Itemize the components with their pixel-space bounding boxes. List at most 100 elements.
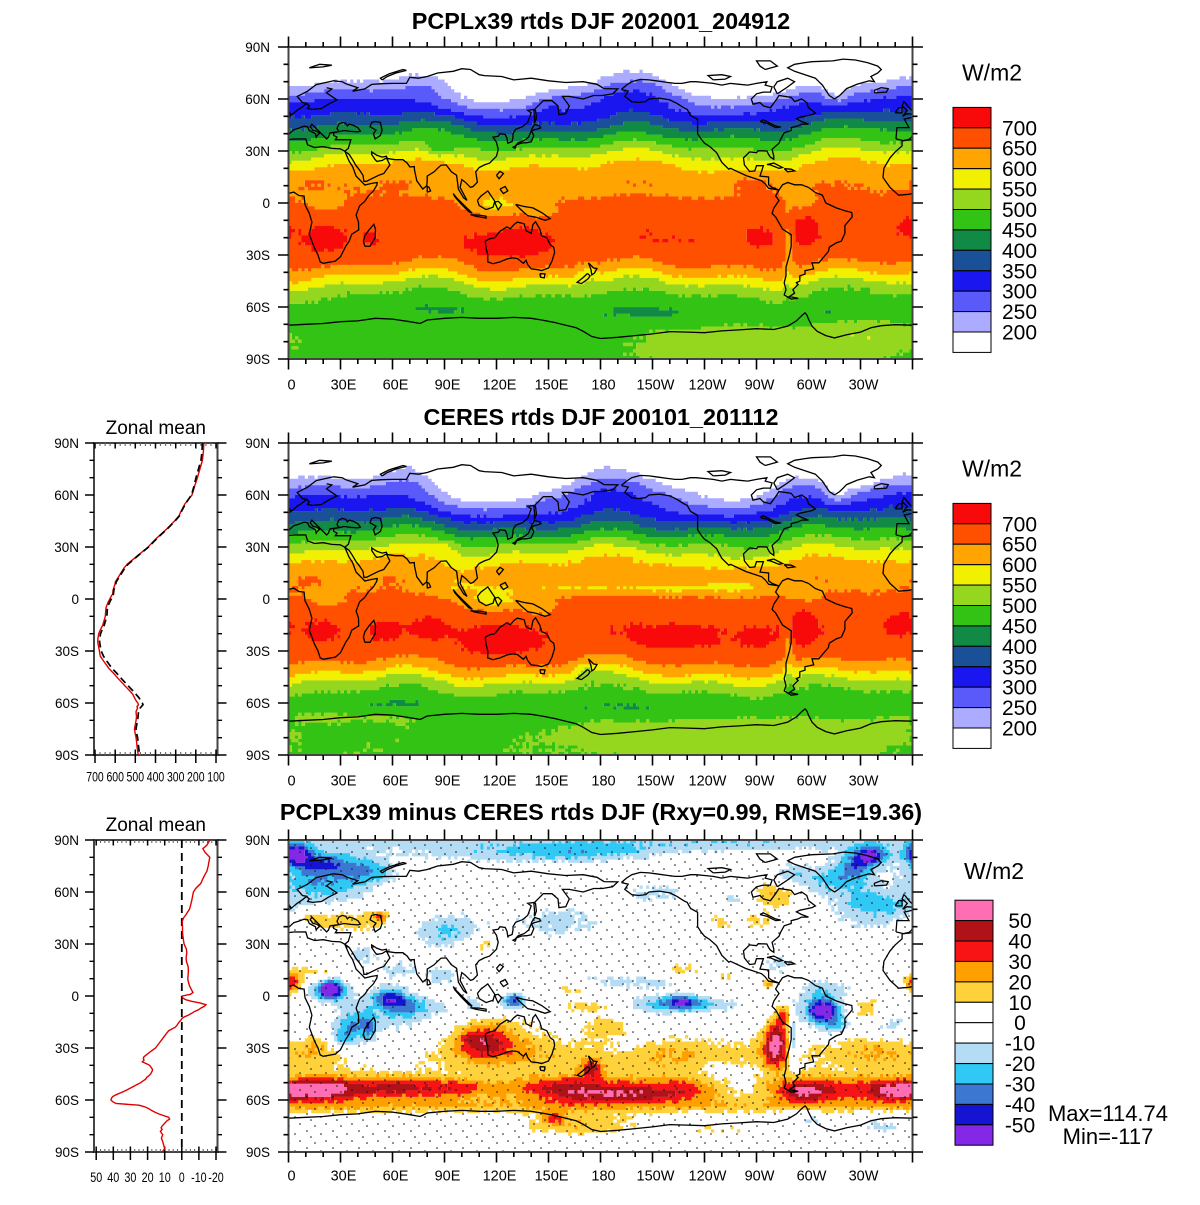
svg-text:-20: -20 [208,1169,224,1185]
svg-text:250: 250 [1002,301,1037,324]
svg-text:30S: 30S [246,248,270,263]
svg-text:250: 250 [1002,697,1037,720]
svg-text:0: 0 [262,592,270,607]
svg-text:-50: -50 [1005,1114,1035,1137]
svg-text:0: 0 [179,1169,185,1185]
svg-text:20: 20 [142,1169,154,1185]
svg-text:90S: 90S [55,1145,79,1160]
svg-text:60S: 60S [246,696,270,711]
svg-text:90E: 90E [435,1169,461,1185]
svg-text:-40: -40 [1005,1094,1035,1117]
svg-text:-10: -10 [1005,1033,1035,1056]
svg-text:650: 650 [1002,534,1037,557]
svg-text:120E: 120E [483,1169,517,1185]
svg-text:10: 10 [159,1169,171,1185]
svg-text:60S: 60S [55,1093,79,1108]
svg-text:50: 50 [1008,910,1031,933]
svg-text:120W: 120W [689,774,727,790]
svg-text:400: 400 [1002,240,1037,263]
svg-text:90N: 90N [54,833,79,848]
svg-text:150W: 150W [637,1169,675,1185]
svg-text:700: 700 [86,769,104,785]
svg-text:60N: 60N [245,92,270,107]
svg-text:90E: 90E [435,774,461,790]
svg-text:PCPLx39 minus CERES rtds DJF (: PCPLx39 minus CERES rtds DJF (Rxy=0.99, … [280,799,922,825]
svg-text:90W: 90W [745,774,775,790]
svg-text:650: 650 [1002,138,1037,161]
svg-text:150E: 150E [535,1169,569,1185]
svg-text:30: 30 [124,1169,136,1185]
svg-text:60S: 60S [246,1093,270,1108]
svg-text:30N: 30N [245,144,270,159]
svg-text:150E: 150E [535,774,569,790]
svg-text:500: 500 [127,769,145,785]
svg-text:30N: 30N [245,540,270,555]
svg-text:600: 600 [106,769,124,785]
svg-text:90W: 90W [745,1169,775,1185]
svg-text:120W: 120W [689,1169,727,1185]
svg-text:150W: 150W [637,774,675,790]
svg-text:PCPLx39 rtds DJF 202001_204912: PCPLx39 rtds DJF 202001_204912 [412,8,790,34]
svg-text:20: 20 [1008,971,1031,994]
svg-text:60W: 60W [797,378,827,394]
svg-text:30N: 30N [245,937,270,952]
svg-text:30W: 30W [849,378,879,394]
svg-text:60E: 60E [383,774,409,790]
svg-text:60S: 60S [246,300,270,315]
svg-text:350: 350 [1002,656,1037,679]
svg-text:40: 40 [1008,931,1031,954]
svg-text:180: 180 [591,774,615,790]
svg-text:100: 100 [207,769,225,785]
svg-text:30E: 30E [331,774,357,790]
svg-text:Zonal mean: Zonal mean [106,418,206,439]
svg-text:700: 700 [1002,117,1037,140]
svg-text:550: 550 [1002,575,1037,598]
svg-text:450: 450 [1002,219,1037,242]
svg-text:90N: 90N [54,436,79,451]
svg-text:30W: 30W [849,1169,879,1185]
svg-text:0: 0 [287,378,295,394]
svg-text:30S: 30S [55,1041,79,1056]
svg-text:300: 300 [1002,281,1037,304]
svg-text:90N: 90N [245,833,270,848]
svg-text:120E: 120E [483,378,517,394]
svg-text:60N: 60N [54,488,79,503]
svg-text:30W: 30W [849,774,879,790]
svg-text:30S: 30S [246,1041,270,1056]
svg-text:30N: 30N [54,540,79,555]
svg-text:90N: 90N [245,40,270,55]
svg-text:400: 400 [147,769,165,785]
svg-text:120E: 120E [483,774,517,790]
svg-text:0: 0 [262,989,270,1004]
svg-text:W/m2: W/m2 [964,858,1024,884]
svg-text:10: 10 [1008,992,1031,1015]
svg-text:Min=-117: Min=-117 [1063,1124,1154,1149]
svg-text:0: 0 [262,196,270,211]
svg-text:700: 700 [1002,513,1037,536]
svg-text:180: 180 [591,378,615,394]
svg-text:60E: 60E [383,1169,409,1185]
svg-text:90E: 90E [435,378,461,394]
svg-text:300: 300 [1002,677,1037,700]
svg-text:-30: -30 [1005,1074,1035,1097]
svg-text:120W: 120W [689,378,727,394]
svg-text:0: 0 [287,1169,295,1185]
svg-text:90S: 90S [246,352,270,367]
svg-text:CERES rtds DJF 200101_201112: CERES rtds DJF 200101_201112 [424,404,779,430]
svg-text:0: 0 [1014,1012,1026,1035]
svg-text:60N: 60N [54,885,79,900]
svg-text:550: 550 [1002,179,1037,202]
svg-text:40: 40 [107,1169,119,1185]
svg-text:60W: 60W [797,1169,827,1185]
svg-text:30E: 30E [331,1169,357,1185]
svg-text:90S: 90S [246,748,270,763]
svg-text:600: 600 [1002,158,1037,181]
svg-text:W/m2: W/m2 [962,456,1022,482]
svg-text:90N: 90N [245,436,270,451]
svg-text:90W: 90W [745,378,775,394]
svg-text:30N: 30N [54,937,79,952]
svg-text:200: 200 [187,769,205,785]
svg-text:300: 300 [167,769,185,785]
svg-text:450: 450 [1002,615,1037,638]
svg-text:60W: 60W [797,774,827,790]
